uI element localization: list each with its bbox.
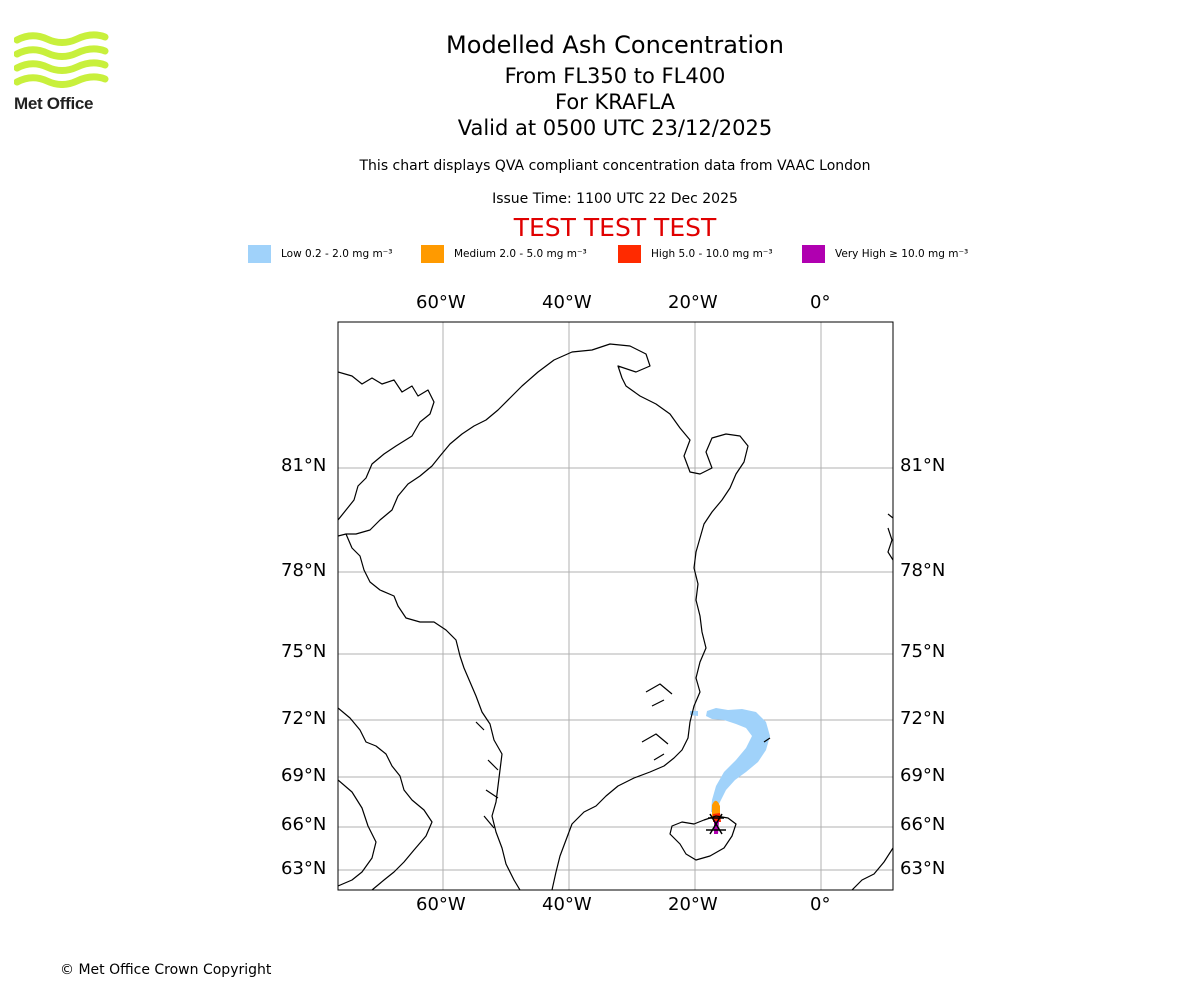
logo-text: Met Office [14, 94, 94, 113]
lat-label-left-78n: 78°N [281, 560, 327, 581]
lat-label-right-63n: 63°N [900, 858, 946, 879]
issue-time: Issue Time: 1100 UTC 22 Dec 2025 [492, 191, 738, 207]
logo-wave-4 [13, 73, 109, 88]
lat-label-left-72n: 72°N [281, 708, 327, 729]
iceland-coastline [669, 815, 737, 861]
lat-label-left-63n: 63°N [281, 858, 327, 879]
met-office-waves-icon [13, 31, 109, 88]
lon-label-top-0: 0° [810, 292, 831, 313]
lat-label-right-75n: 75°N [900, 641, 946, 662]
legend-label-low: Low 0.2 - 2.0 mg m⁻³ [281, 248, 393, 260]
flight-level-range: From FL350 to FL400 [504, 64, 726, 88]
logo-wave-2 [13, 45, 109, 60]
lat-label-left-75n: 75°N [281, 641, 327, 662]
ash-low-region [706, 708, 770, 812]
chart-title: Modelled Ash Concentration [446, 31, 784, 59]
lat-label-right-72n: 72°N [900, 708, 946, 729]
canada-coastline [338, 707, 433, 890]
legend-swatch-medium [421, 245, 444, 263]
logo-wave-1 [13, 31, 109, 46]
test-banner: TEST TEST TEST [513, 213, 717, 242]
jan-mayen-coastline [763, 737, 771, 743]
greenland-coastline [338, 343, 749, 890]
lat-label-right-66n: 66°N [900, 814, 946, 835]
lon-label-bottom-60w: 60°W [416, 894, 466, 915]
met-office-logo: Met Office [13, 30, 109, 113]
map-frame [337, 321, 894, 891]
lat-label-right-78n: 78°N [900, 560, 946, 581]
lon-label-top-20w: 20°W [668, 292, 718, 313]
legend-swatch-high [618, 245, 641, 263]
volcano-name: For KRAFLA [555, 90, 675, 114]
krafla-volcano-marker [706, 813, 726, 835]
lon-label-bottom-40w: 40°W [542, 894, 592, 915]
legend-label-medium: Medium 2.0 - 5.0 mg m⁻³ [454, 248, 587, 260]
logo-wave-3 [13, 59, 109, 74]
lat-label-right-81n: 81°N [900, 455, 946, 476]
legend-item-low: Low 0.2 - 2.0 mg m⁻³ [248, 244, 392, 264]
lat-label-left-81n: 81°N [281, 455, 327, 476]
compliance-note: This chart displays QVA compliant concen… [359, 158, 871, 174]
legend-item-medium: Medium 2.0 - 5.0 mg m⁻³ [421, 244, 587, 264]
legend-swatch-low [248, 245, 271, 263]
legend-label-very-high: Very High ≥ 10.0 mg m⁻³ [835, 248, 969, 260]
lon-label-top-40w: 40°W [542, 292, 592, 313]
lat-label-left-66n: 66°N [281, 814, 327, 835]
lon-label-bottom-20w: 20°W [668, 894, 718, 915]
legend-item-very-high: Very High ≥ 10.0 mg m⁻³ [802, 244, 968, 264]
svalbard-coastline [887, 513, 893, 561]
lon-label-top-60w: 60°W [416, 292, 466, 313]
lon-label-bottom-0: 0° [810, 894, 831, 915]
greenland-fjords [475, 683, 673, 829]
legend-label-high: High 5.0 - 10.0 mg m⁻³ [651, 248, 773, 260]
lat-label-right-69n: 69°N [900, 765, 946, 786]
lat-label-left-69n: 69°N [281, 765, 327, 786]
norway-coastline [851, 847, 893, 890]
copyright-notice: © Met Office Crown Copyright [60, 962, 272, 978]
legend-swatch-very-high [802, 245, 825, 263]
legend-item-high: High 5.0 - 10.0 mg m⁻³ [618, 244, 773, 264]
valid-time: Valid at 0500 UTC 23/12/2025 [457, 116, 773, 140]
